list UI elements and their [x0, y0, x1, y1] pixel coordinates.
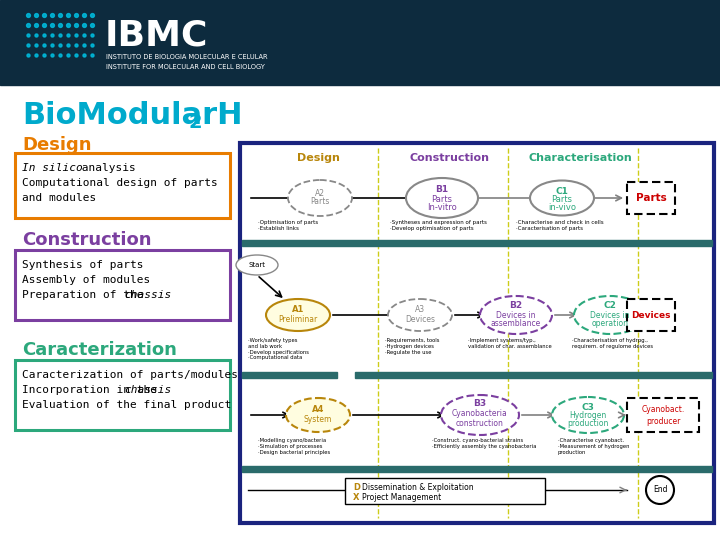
Text: in-vivo: in-vivo [548, 204, 576, 213]
Text: A2: A2 [315, 188, 325, 198]
Text: production: production [567, 420, 608, 429]
Text: Design: Design [22, 136, 91, 154]
Bar [15, 153, 230, 218]
Text: Devices in: Devices in [590, 310, 630, 320]
Text: Cyanobact.: Cyanobact. [642, 406, 685, 415]
Text: Preparation of the: Preparation of the [22, 290, 150, 300]
Text: D: D [353, 483, 360, 491]
Text: Caracterization: Caracterization [22, 341, 177, 359]
Bar [0, 0, 720, 85]
Ellipse shape [480, 296, 552, 334]
Text: System: System [304, 415, 332, 423]
Bar [627, 299, 675, 331]
Text: Parts: Parts [552, 195, 572, 205]
Text: A3: A3 [415, 305, 425, 314]
Text: In-vitro: In-vitro [427, 204, 457, 213]
Text: Start: Start [248, 262, 266, 268]
Text: Incorporation in the: Incorporation in the [22, 385, 163, 395]
Text: ·Construct. cyano-bacterial strains
·Efficiently assembly the cyanobacteria: ·Construct. cyano-bacterial strains ·Eff… [432, 438, 536, 449]
Text: ·Characterise cyanobact.
·Measurement of hydrogen
production: ·Characterise cyanobact. ·Measurement of… [558, 438, 629, 455]
Text: Devices: Devices [405, 314, 435, 323]
Circle shape [646, 476, 674, 504]
Text: Hydrogen: Hydrogen [570, 411, 607, 421]
Text: Evaluation of the final product: Evaluation of the final product [22, 400, 231, 410]
Text: Construction: Construction [22, 231, 151, 249]
Text: Assembly of modules: Assembly of modules [22, 275, 150, 285]
Text: Design: Design [297, 153, 339, 163]
Text: ·Optimisation of parts
·Establish links: ·Optimisation of parts ·Establish links [258, 220, 318, 231]
Text: B3: B3 [474, 400, 487, 408]
Ellipse shape [286, 398, 350, 432]
Text: Devices: Devices [631, 310, 671, 320]
Text: chassis: chassis [124, 385, 171, 395]
Text: Parts: Parts [310, 198, 330, 206]
Text: producer: producer [646, 416, 680, 426]
Text: Caracterization of parts/modules: Caracterization of parts/modules [22, 370, 238, 380]
Text: construction: construction [456, 418, 504, 428]
Bar [345, 478, 545, 504]
Ellipse shape [574, 296, 646, 334]
Text: IBMC: IBMC [105, 18, 208, 52]
Bar [355, 372, 712, 378]
Text: Project Management: Project Management [362, 494, 441, 503]
Text: X: X [353, 494, 359, 503]
Bar [242, 466, 712, 472]
Text: chassis: chassis [124, 290, 171, 300]
Bar [15, 360, 230, 430]
Text: ·Implement systems/typ.,
validation of char. assemblance: ·Implement systems/typ., validation of c… [468, 338, 552, 349]
Ellipse shape [388, 299, 452, 331]
Bar [242, 240, 712, 246]
Ellipse shape [288, 180, 352, 216]
Text: ·Requirements, tools
·Hydrogen devices
·Regulate the use: ·Requirements, tools ·Hydrogen devices ·… [385, 338, 439, 355]
Text: Devices in: Devices in [496, 310, 536, 320]
Text: C3: C3 [582, 402, 595, 411]
Ellipse shape [530, 180, 594, 215]
Text: A4: A4 [312, 404, 324, 414]
Text: assemblance: assemblance [491, 319, 541, 327]
Bar [240, 143, 714, 523]
Text: ·Work/safety types
and lab work
·Develop specifications
·Computational data: ·Work/safety types and lab work ·Develop… [248, 338, 309, 360]
Text: INSTITUTE FOR MOLECULAR AND CELL BIOLOGY: INSTITUTE FOR MOLECULAR AND CELL BIOLOGY [106, 64, 265, 70]
Text: and modules: and modules [22, 193, 96, 203]
Text: analysis: analysis [75, 163, 136, 173]
Text: C2: C2 [603, 300, 616, 309]
Text: A1: A1 [292, 305, 304, 314]
Text: Preliminar: Preliminar [279, 314, 318, 323]
Text: Construction: Construction [410, 153, 490, 163]
Text: ·Characterisation of hydrpg.,
requirem. of regulome devices: ·Characterisation of hydrpg., requirem. … [572, 338, 653, 349]
Bar [242, 372, 337, 378]
Ellipse shape [236, 255, 278, 275]
Text: ·Syntheses and expression of parts
·Develop optimisation of parts: ·Syntheses and expression of parts ·Deve… [390, 220, 487, 231]
Text: Dissemination & Exploitation: Dissemination & Exploitation [362, 483, 474, 491]
Ellipse shape [266, 299, 330, 331]
Text: B2: B2 [510, 300, 523, 309]
Text: In silico: In silico [22, 163, 83, 173]
Bar [0, 85, 720, 540]
Bar [627, 182, 675, 214]
Bar [15, 250, 230, 320]
Ellipse shape [406, 178, 478, 218]
Text: End: End [653, 485, 667, 495]
Text: Synthesis of parts: Synthesis of parts [22, 260, 143, 270]
Text: BioModularH: BioModularH [22, 100, 243, 130]
Text: Parts: Parts [431, 194, 452, 204]
Text: operation: operation [592, 319, 629, 327]
Text: B1: B1 [436, 186, 449, 194]
Bar [627, 398, 699, 432]
Text: Parts: Parts [636, 193, 667, 203]
Text: Characterisation: Characterisation [528, 153, 632, 163]
Text: 2: 2 [189, 112, 202, 132]
Ellipse shape [441, 395, 519, 435]
Text: Computational design of parts: Computational design of parts [22, 178, 217, 188]
Text: Cyanobacteria: Cyanobacteria [452, 409, 508, 418]
Text: INSTITUTO DE BIOLOGIA MOLECULAR E CELULAR: INSTITUTO DE BIOLOGIA MOLECULAR E CELULA… [106, 54, 268, 60]
Text: C1: C1 [556, 186, 568, 195]
Text: ·Characterise and check in cells
·Caracterisation of parts: ·Characterise and check in cells ·Caract… [516, 220, 603, 231]
Ellipse shape [552, 397, 624, 433]
Text: ·Modelling cyano/bacteria
·Simulation of processes
·Design bacterial principles: ·Modelling cyano/bacteria ·Simulation of… [258, 438, 330, 455]
